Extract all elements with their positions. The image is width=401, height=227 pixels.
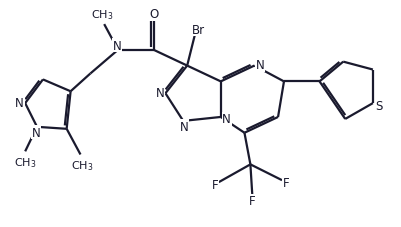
- Text: N: N: [222, 113, 231, 126]
- Text: N: N: [156, 86, 164, 99]
- Text: F: F: [282, 176, 289, 189]
- Text: F: F: [249, 194, 255, 207]
- Text: N: N: [32, 126, 41, 139]
- Text: N: N: [15, 96, 24, 109]
- Text: Br: Br: [191, 24, 204, 37]
- Text: S: S: [374, 99, 381, 112]
- Text: CH$_3$: CH$_3$: [91, 8, 113, 22]
- Text: F: F: [211, 179, 218, 192]
- Text: N: N: [179, 120, 188, 133]
- Text: O: O: [149, 8, 158, 21]
- Text: N: N: [113, 39, 122, 52]
- Text: N: N: [255, 59, 263, 72]
- Text: CH$_3$: CH$_3$: [14, 155, 36, 169]
- Text: CH$_3$: CH$_3$: [71, 159, 93, 173]
